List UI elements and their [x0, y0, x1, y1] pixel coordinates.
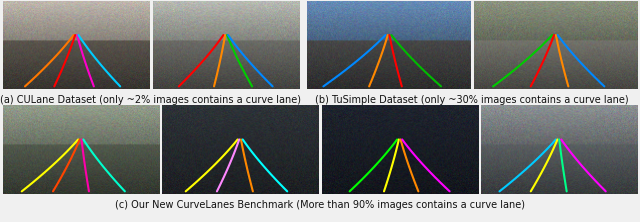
Text: (a) CULane Dataset (only ~2% images contains a curve lane): (a) CULane Dataset (only ~2% images cont… — [1, 95, 301, 105]
Text: (b) TuSimple Dataset (only ~30% images contains a curve lane): (b) TuSimple Dataset (only ~30% images c… — [315, 95, 629, 105]
Text: (c) Our New CurveLanes Benchmark (More than 90% images contains a curve lane): (c) Our New CurveLanes Benchmark (More t… — [115, 200, 525, 210]
